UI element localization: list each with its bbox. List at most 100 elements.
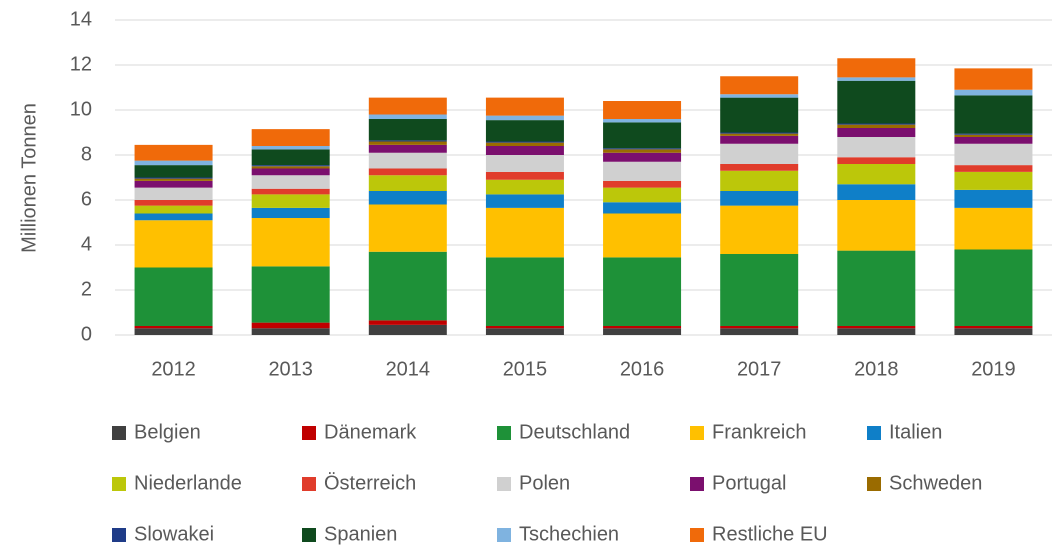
legend-label: Österreich (324, 472, 416, 494)
bar-segment (134, 200, 213, 206)
bar-segment (251, 188, 330, 195)
legend-swatch (497, 477, 511, 491)
bar-segment (368, 324, 447, 335)
bar-segment (720, 254, 799, 326)
legend-label: Dänemark (324, 421, 417, 443)
bar-segment (485, 115, 564, 121)
legend-label: Restliche EU (712, 523, 828, 545)
bar-segment (368, 97, 447, 115)
bar-segment (603, 161, 682, 181)
bar-segment (134, 328, 213, 335)
legend-label: Belgien (134, 421, 201, 443)
bar-segment (603, 328, 682, 335)
bar-segment (134, 178, 213, 181)
bar-segment (603, 180, 682, 188)
bar-segment (251, 266, 330, 323)
bar-segment (954, 68, 1033, 90)
bar-segment (485, 97, 564, 116)
legend-swatch (497, 528, 511, 542)
bar-segment (837, 326, 916, 329)
bar-segment (603, 119, 682, 123)
bar-segment (251, 149, 330, 166)
bar-segment (837, 58, 916, 78)
bar-segment (603, 101, 682, 119)
bar-segment (603, 326, 682, 329)
x-tick-label: 2017 (737, 358, 782, 380)
bar-segment (603, 202, 682, 214)
bar-segment (368, 320, 447, 325)
bar-segment (368, 141, 447, 145)
bar-segment (251, 328, 330, 335)
bar-segment (485, 207, 564, 258)
legend-label: Deutschland (519, 421, 630, 443)
bar-segment (837, 137, 916, 158)
bar-segment (368, 175, 447, 191)
bar-segment (251, 146, 330, 150)
legend-label: Spanien (324, 523, 397, 545)
bar-segment (720, 326, 799, 329)
bar-segment (485, 326, 564, 329)
bar-segment (720, 132, 799, 134)
bar-segment (837, 200, 916, 251)
bar-segment (837, 164, 916, 185)
legend-swatch (867, 477, 881, 491)
legend-label: Frankreich (712, 421, 806, 443)
legend-label: Polen (519, 472, 570, 494)
x-tick-label: 2019 (971, 358, 1016, 380)
bar-segment (603, 148, 682, 150)
bar-segment (954, 95, 1033, 134)
legend-label: Italien (889, 421, 942, 443)
bar-segment (485, 328, 564, 335)
bar-segment (368, 204, 447, 252)
y-tick-label: 4 (81, 233, 92, 255)
legend-swatch (112, 477, 126, 491)
bar-segment (954, 137, 1033, 144)
bar-segment (251, 207, 330, 218)
bar-segment (720, 328, 799, 335)
bar-segment (720, 135, 799, 144)
y-tick-label: 2 (81, 278, 92, 300)
bar-segment (251, 168, 330, 176)
bar-segment (368, 114, 447, 119)
bar-segment (954, 133, 1033, 135)
legend-swatch (302, 477, 316, 491)
x-tick-label: 2013 (268, 358, 313, 380)
bar-segment (251, 175, 330, 189)
legend-swatch (112, 528, 126, 542)
bar-segment (954, 165, 1033, 172)
bar-segment (485, 179, 564, 195)
bar-segment (954, 89, 1033, 96)
bar-segment (134, 220, 213, 268)
bar-segment (485, 257, 564, 326)
legend-label: Tschechien (519, 523, 619, 545)
bar-segment (837, 77, 916, 81)
bar-segment (485, 146, 564, 155)
bar-segment (368, 251, 447, 321)
legend-swatch (302, 426, 316, 440)
bar-segment (134, 160, 213, 166)
bar-segment (251, 218, 330, 267)
legend-swatch (690, 528, 704, 542)
legend-swatch (112, 426, 126, 440)
bar-segment (251, 322, 330, 329)
bar-segment (134, 177, 213, 179)
bar-segment (720, 170, 799, 191)
y-tick-label: 8 (81, 143, 92, 165)
bar-segment (720, 143, 799, 164)
bar-segment (603, 152, 682, 162)
bar-segment (720, 97, 799, 133)
bar-segment (134, 144, 213, 161)
bar-segment (134, 267, 213, 326)
bar-segment (368, 191, 447, 205)
bar-segment (251, 166, 330, 169)
bar-segment (954, 134, 1033, 137)
bar-segment (954, 207, 1033, 250)
y-tick-label: 14 (70, 8, 92, 30)
bar-segment (485, 142, 564, 146)
bar-segment (837, 157, 916, 164)
legend-swatch (690, 477, 704, 491)
bar-segment (954, 143, 1033, 166)
bar-segment (720, 133, 799, 136)
bar-segment (720, 76, 799, 95)
